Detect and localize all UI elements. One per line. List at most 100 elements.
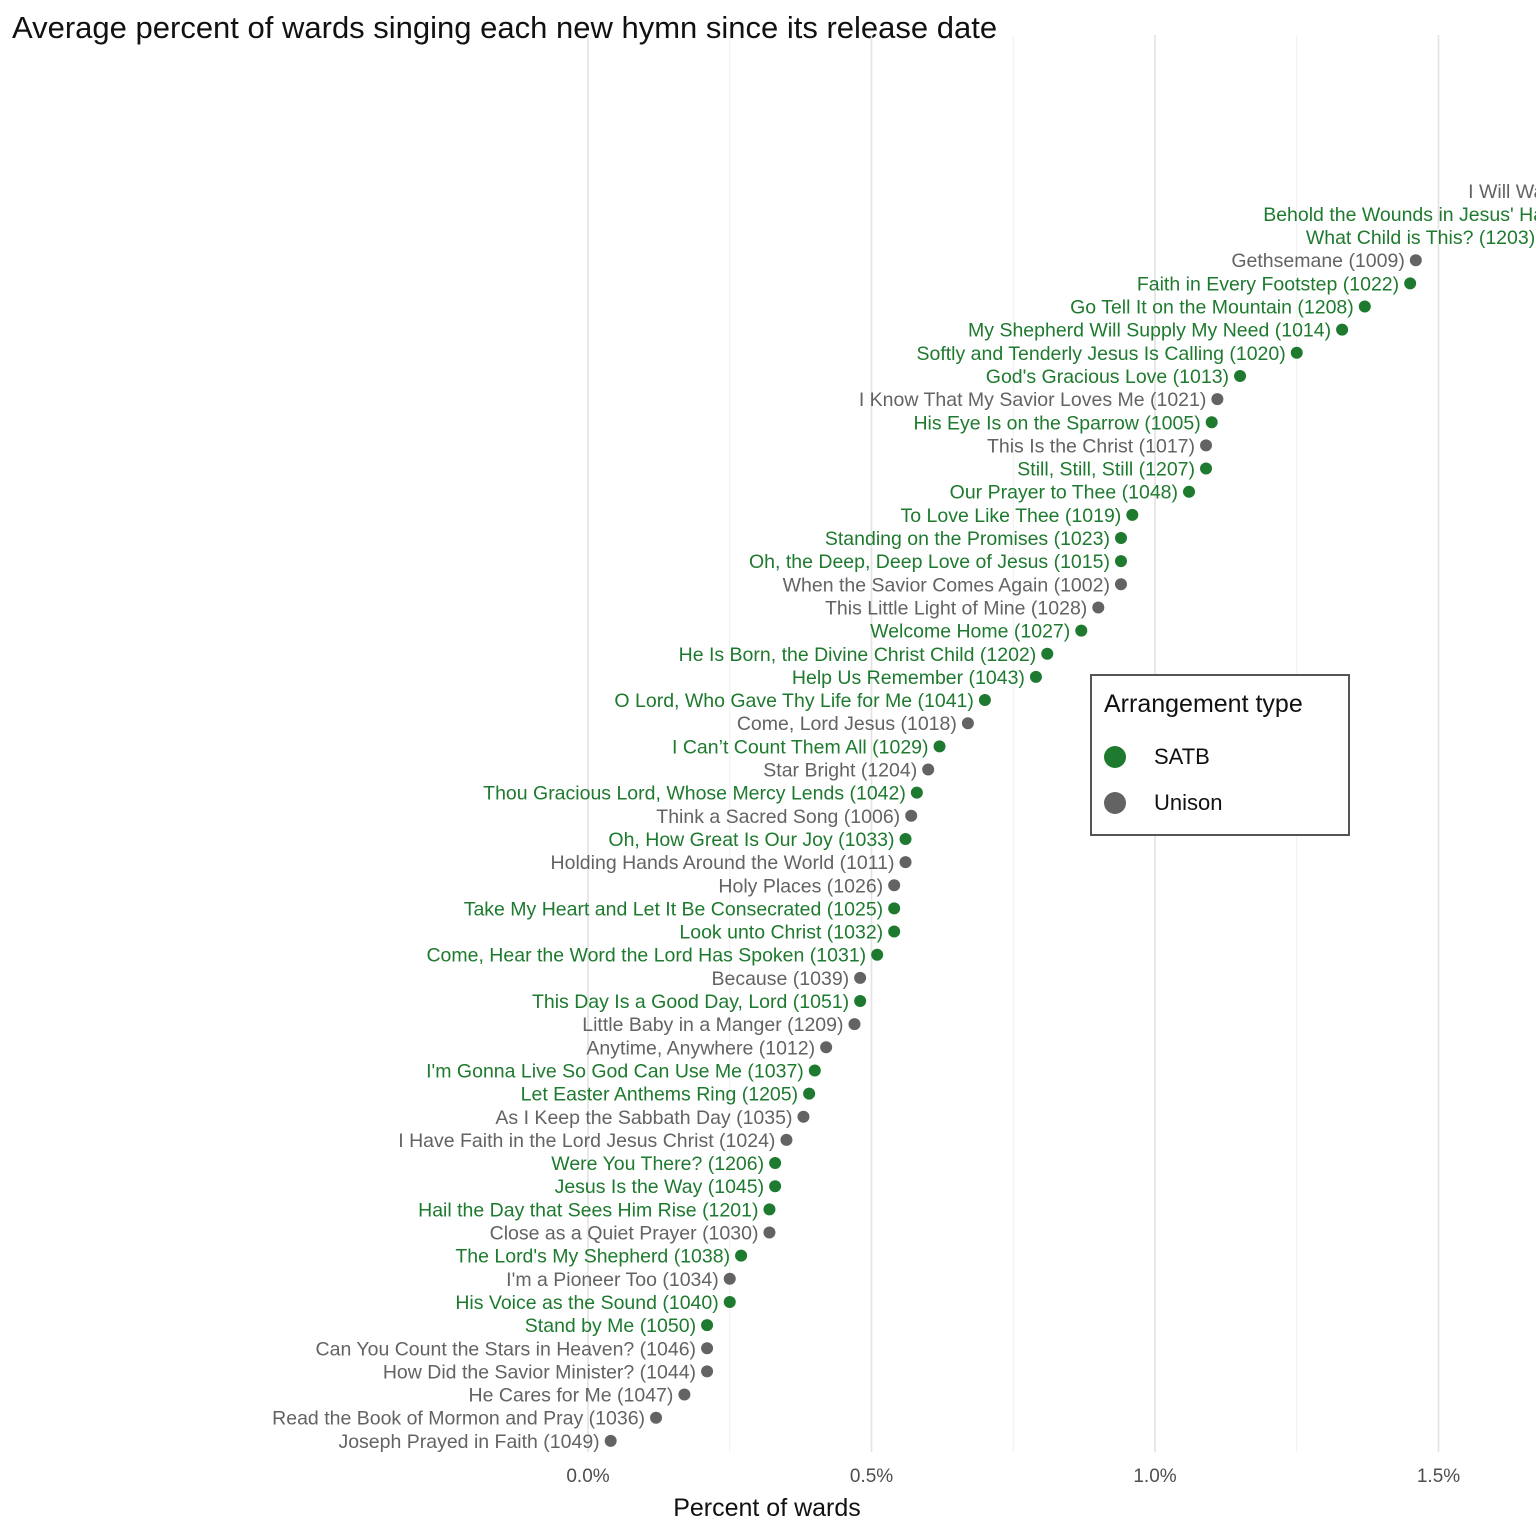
legend-satb-label: SATB: [1154, 744, 1210, 769]
data-point-label: Welcome Home (1027): [870, 621, 1070, 643]
data-point: [723, 1295, 736, 1308]
data-point-label: Come, Hear the Word the Lord Has Spoken …: [426, 945, 866, 967]
data-point-label: Softly and Tenderly Jesus Is Calling (10…: [916, 343, 1285, 365]
data-point: [820, 1041, 833, 1054]
legend-title: Arrangement type: [1104, 690, 1303, 718]
data-point-label: I'm Gonna Live So God Can Use Me (1037): [426, 1060, 804, 1082]
data-point-label: Still, Still, Still (1207): [1017, 459, 1195, 481]
data-point: [1211, 393, 1224, 406]
legend-satb-dot-icon: [1104, 746, 1126, 768]
data-point: [678, 1388, 691, 1401]
data-point: [1092, 601, 1105, 614]
data-point: [763, 1226, 776, 1239]
data-point: [1041, 647, 1054, 660]
data-point: [1114, 555, 1127, 568]
data-point-label: When the Savior Comes Again (1002): [783, 574, 1110, 596]
data-point: [701, 1342, 714, 1355]
data-point-label: Were You There? (1206): [551, 1153, 764, 1175]
data-point: [854, 995, 867, 1007]
data-point-label: Thou Gracious Lord, Whose Mercy Lends (1…: [483, 783, 906, 805]
data-point: [1029, 670, 1042, 683]
data-point: [854, 971, 867, 984]
data-point: [1200, 439, 1213, 452]
data-point-label: This Is the Christ (1017): [987, 435, 1195, 457]
chart-title: Average percent of wards singing each ne…: [12, 10, 998, 45]
data-point-label: Joseph Prayed in Faith (1049): [338, 1431, 599, 1453]
data-point-label: Because (1039): [711, 968, 849, 990]
data-point: [905, 809, 918, 822]
data-point: [1234, 369, 1247, 382]
data-point-label: I Have Faith in the Lord Jesus Christ (1…: [398, 1130, 775, 1152]
data-point-label: Close as a Quiet Prayer (1030): [490, 1223, 759, 1245]
data-point-label: I Will Walk with Jesus (1004): [1468, 181, 1536, 203]
data-point-label: What Child is This? (1203): [1306, 227, 1535, 249]
x-tick-label: 0.5%: [850, 1466, 893, 1487]
data-point: [1114, 578, 1127, 591]
data-point-label: God's Gracious Love (1013): [986, 366, 1229, 388]
data-point: [769, 1180, 782, 1193]
data-point: [803, 1087, 816, 1100]
legend-item-satb: SATB: [1104, 742, 1210, 772]
data-point: [797, 1110, 810, 1123]
data-point-label: Our Prayer to Thee (1048): [950, 482, 1178, 504]
data-point-label: This Day Is a Good Day, Lord (1051): [532, 991, 849, 1013]
data-point-label: Star Bright (1204): [763, 760, 917, 782]
data-point-label: Read the Book of Mormon and Pray (1036): [272, 1408, 645, 1430]
data-point: [701, 1319, 714, 1332]
data-point-label: O Lord, Who Gave Thy Life for Me (1041): [614, 690, 973, 712]
data-point-label: He Cares for Me (1047): [469, 1385, 674, 1407]
data-point: [1358, 300, 1371, 313]
data-point: [701, 1365, 714, 1378]
data-point: [1183, 485, 1196, 498]
data-point: [910, 786, 923, 799]
data-point-label: Let Easter Anthems Ring (1205): [521, 1084, 799, 1106]
data-point: [899, 856, 912, 869]
data-point: [650, 1411, 663, 1424]
data-point-label: I'm a Pioneer Too (1034): [506, 1269, 719, 1291]
data-point-label: How Did the Savior Minister? (1044): [383, 1361, 696, 1383]
data-point: [1075, 624, 1088, 637]
data-point: [871, 948, 884, 961]
data-point: [888, 925, 901, 938]
data-point: [848, 1018, 861, 1031]
data-point: [922, 763, 935, 776]
data-point: [1114, 532, 1127, 544]
data-point: [780, 1133, 793, 1146]
data-point-label: Can You Count the Stars in Heaven? (1046…: [316, 1338, 697, 1360]
data-point-label: My Shepherd Will Supply My Need (1014): [968, 320, 1331, 342]
data-point-label: Come, Lord Jesus (1018): [737, 713, 957, 735]
data-point-label: Standing on the Promises (1023): [825, 528, 1110, 550]
data-point: [888, 879, 901, 892]
data-point-label: Behold the Wounds in Jesus' Hands (1016): [1263, 204, 1536, 226]
data-point-label: Holding Hands Around the World (1011): [551, 852, 895, 874]
data-point-label: Faith in Every Footstep (1022): [1137, 273, 1399, 295]
data-point-label: Oh, How Great Is Our Joy (1033): [608, 829, 894, 851]
legend-unison-label: Unison: [1154, 790, 1223, 815]
data-point: [888, 902, 901, 915]
x-axis-ticks: 0.0%0.5%1.0%1.5%2.0%2.5%3.0%: [566, 1466, 1460, 1487]
data-point: [978, 694, 991, 707]
data-point-label: Little Baby in a Manger (1209): [582, 1014, 843, 1036]
data-point: [1336, 323, 1349, 336]
data-point: [1409, 254, 1422, 267]
data-point-label: Think a Sacred Song (1006): [656, 806, 900, 828]
data-point-label: His Voice as the Sound (1040): [455, 1292, 718, 1314]
data-point-label: This Little Light of Mine (1028): [825, 597, 1087, 619]
data-point-label: The Lord's My Shepherd (1038): [455, 1246, 730, 1268]
data-point-label: As I Keep the Sabbath Day (1035): [495, 1107, 792, 1129]
data-point-label: I Can’t Count Them All (1029): [672, 736, 929, 758]
data-point: [735, 1249, 748, 1262]
legend: Arrangement type SATB Unison: [1090, 674, 1350, 836]
data-point-label: Jesus Is the Way (1045): [555, 1176, 765, 1198]
data-point-label: I Know That My Savior Loves Me (1021): [859, 389, 1207, 411]
data-point-label: Stand by Me (1050): [525, 1315, 696, 1337]
data-point: [769, 1157, 782, 1170]
x-axis-title: Percent of wards: [673, 1494, 861, 1522]
data-point-label: His Eye Is on the Sparrow (1005): [913, 412, 1200, 434]
data-point: [899, 832, 912, 845]
data-point-label: Anytime, Anywhere (1012): [586, 1037, 815, 1059]
data-point-label: Gethsemane (1009): [1231, 250, 1404, 272]
data-point-label: Take My Heart and Let It Be Consecrated …: [464, 898, 883, 920]
data-point: [1200, 462, 1213, 475]
